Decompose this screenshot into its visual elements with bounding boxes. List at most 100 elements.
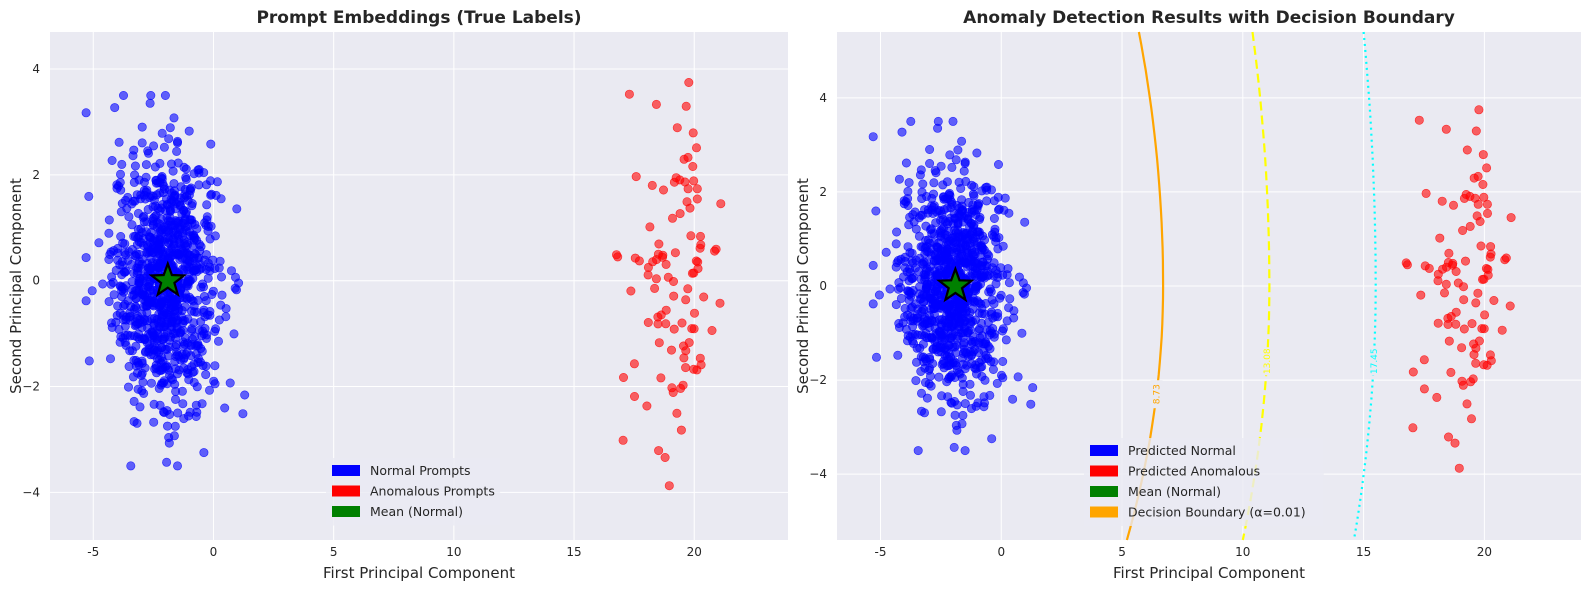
scatter-point <box>1468 374 1478 384</box>
scatter-point <box>81 108 91 118</box>
scatter-point <box>1444 336 1454 346</box>
scatter-point <box>189 359 199 369</box>
contour-level-label: 17.45 <box>1370 348 1380 374</box>
scatter-point <box>1451 307 1461 317</box>
scatter-point <box>108 277 118 287</box>
legend-label: Mean (Normal) <box>1128 484 1221 499</box>
scatter-point <box>683 284 693 294</box>
scatter-point <box>900 312 910 322</box>
scatter-point <box>963 215 973 225</box>
scatter-point <box>84 191 94 201</box>
scatter-point <box>210 326 220 336</box>
scatter-point <box>1454 463 1464 473</box>
scatter-point <box>960 157 970 167</box>
scatter-point <box>679 353 689 363</box>
scatter-point <box>139 241 149 251</box>
scatter-point <box>968 268 978 278</box>
scatter-point <box>993 308 1003 318</box>
scatter-point <box>1478 274 1488 284</box>
scatter-point <box>994 204 1004 214</box>
scatter-point <box>149 141 159 151</box>
scatter-point <box>936 244 946 254</box>
scatter-point <box>695 231 705 241</box>
right-chart-title: Anomaly Detection Results with Decision … <box>963 8 1455 28</box>
scatter-point <box>215 256 225 266</box>
x-tick-label: 10 <box>1235 545 1250 559</box>
scatter-point <box>130 161 140 171</box>
scatter-point <box>125 315 135 325</box>
x-tick-label: 15 <box>566 545 581 559</box>
scatter-point <box>991 279 1001 289</box>
scatter-point <box>182 347 192 357</box>
scatter-point <box>973 241 983 251</box>
scatter-point <box>207 189 217 199</box>
scatter-point <box>948 320 958 330</box>
scatter-point <box>925 238 935 248</box>
scatter-point <box>1444 432 1454 442</box>
scatter-point <box>127 245 137 255</box>
scatter-point <box>677 318 687 328</box>
scatter-point <box>933 123 943 133</box>
scatter-point <box>692 184 702 194</box>
scatter-point <box>1471 126 1481 136</box>
scatter-point <box>205 234 215 244</box>
scatter-point <box>906 116 916 126</box>
scatter-point <box>1018 278 1028 288</box>
scatter-point <box>207 289 217 299</box>
scatter-point <box>1441 124 1451 134</box>
scatter-point <box>1433 318 1443 328</box>
scatter-point <box>1444 248 1454 258</box>
scatter-point <box>953 145 963 155</box>
scatter-point <box>989 196 999 206</box>
scatter-point <box>947 370 957 380</box>
scatter-point <box>681 363 691 373</box>
scatter-point <box>1465 191 1475 201</box>
scatter-point <box>868 260 878 270</box>
scatter-point <box>138 287 148 297</box>
scatter-point <box>1419 355 1429 365</box>
scatter-point <box>203 222 213 232</box>
scatter-point <box>189 377 199 387</box>
scatter-point <box>948 116 958 126</box>
scatter-point <box>661 319 671 329</box>
scatter-point <box>654 239 664 249</box>
scatter-point <box>133 368 143 378</box>
scatter-point <box>171 394 181 404</box>
scatter-point <box>670 248 680 258</box>
scatter-point <box>891 239 901 249</box>
scatter-point <box>990 224 1000 234</box>
scatter-point <box>995 293 1005 303</box>
scatter-point <box>935 289 945 299</box>
legend-swatch <box>332 465 360 476</box>
scatter-point <box>960 399 970 409</box>
scatter-point <box>127 220 137 230</box>
scatter-point <box>169 113 179 123</box>
scatter-point <box>183 221 193 231</box>
scatter-point <box>667 213 677 223</box>
x-tick-label: -5 <box>874 545 886 559</box>
scatter-point <box>203 273 213 283</box>
scatter-point <box>651 274 661 284</box>
scatter-point <box>116 169 126 179</box>
scatter-point <box>645 222 655 232</box>
left-overlays <box>148 260 188 298</box>
y-tick-label: 4 <box>819 91 827 105</box>
scatter-point <box>159 376 169 386</box>
left-legend: Normal Prompts Anomalous Prompts Mean (Nor… <box>326 458 501 526</box>
scatter-point <box>113 248 123 258</box>
y-tick-label: 2 <box>819 185 827 199</box>
scatter-point <box>104 228 114 238</box>
scatter-point <box>906 288 916 298</box>
scatter-point <box>945 213 955 223</box>
scatter-point <box>1440 288 1450 298</box>
scatter-point <box>967 205 977 215</box>
scatter-point <box>180 262 190 272</box>
legend-label: Decision Boundary (α=0.01) <box>1128 505 1306 520</box>
left-chart-title: Prompt Embeddings (True Labels) <box>256 8 581 28</box>
scatter-point <box>1017 328 1027 338</box>
scatter-point <box>925 291 935 301</box>
scatter-point <box>1500 255 1510 265</box>
scatter-point <box>988 364 998 374</box>
scatter-point <box>925 145 935 155</box>
scatter-point <box>871 206 881 216</box>
